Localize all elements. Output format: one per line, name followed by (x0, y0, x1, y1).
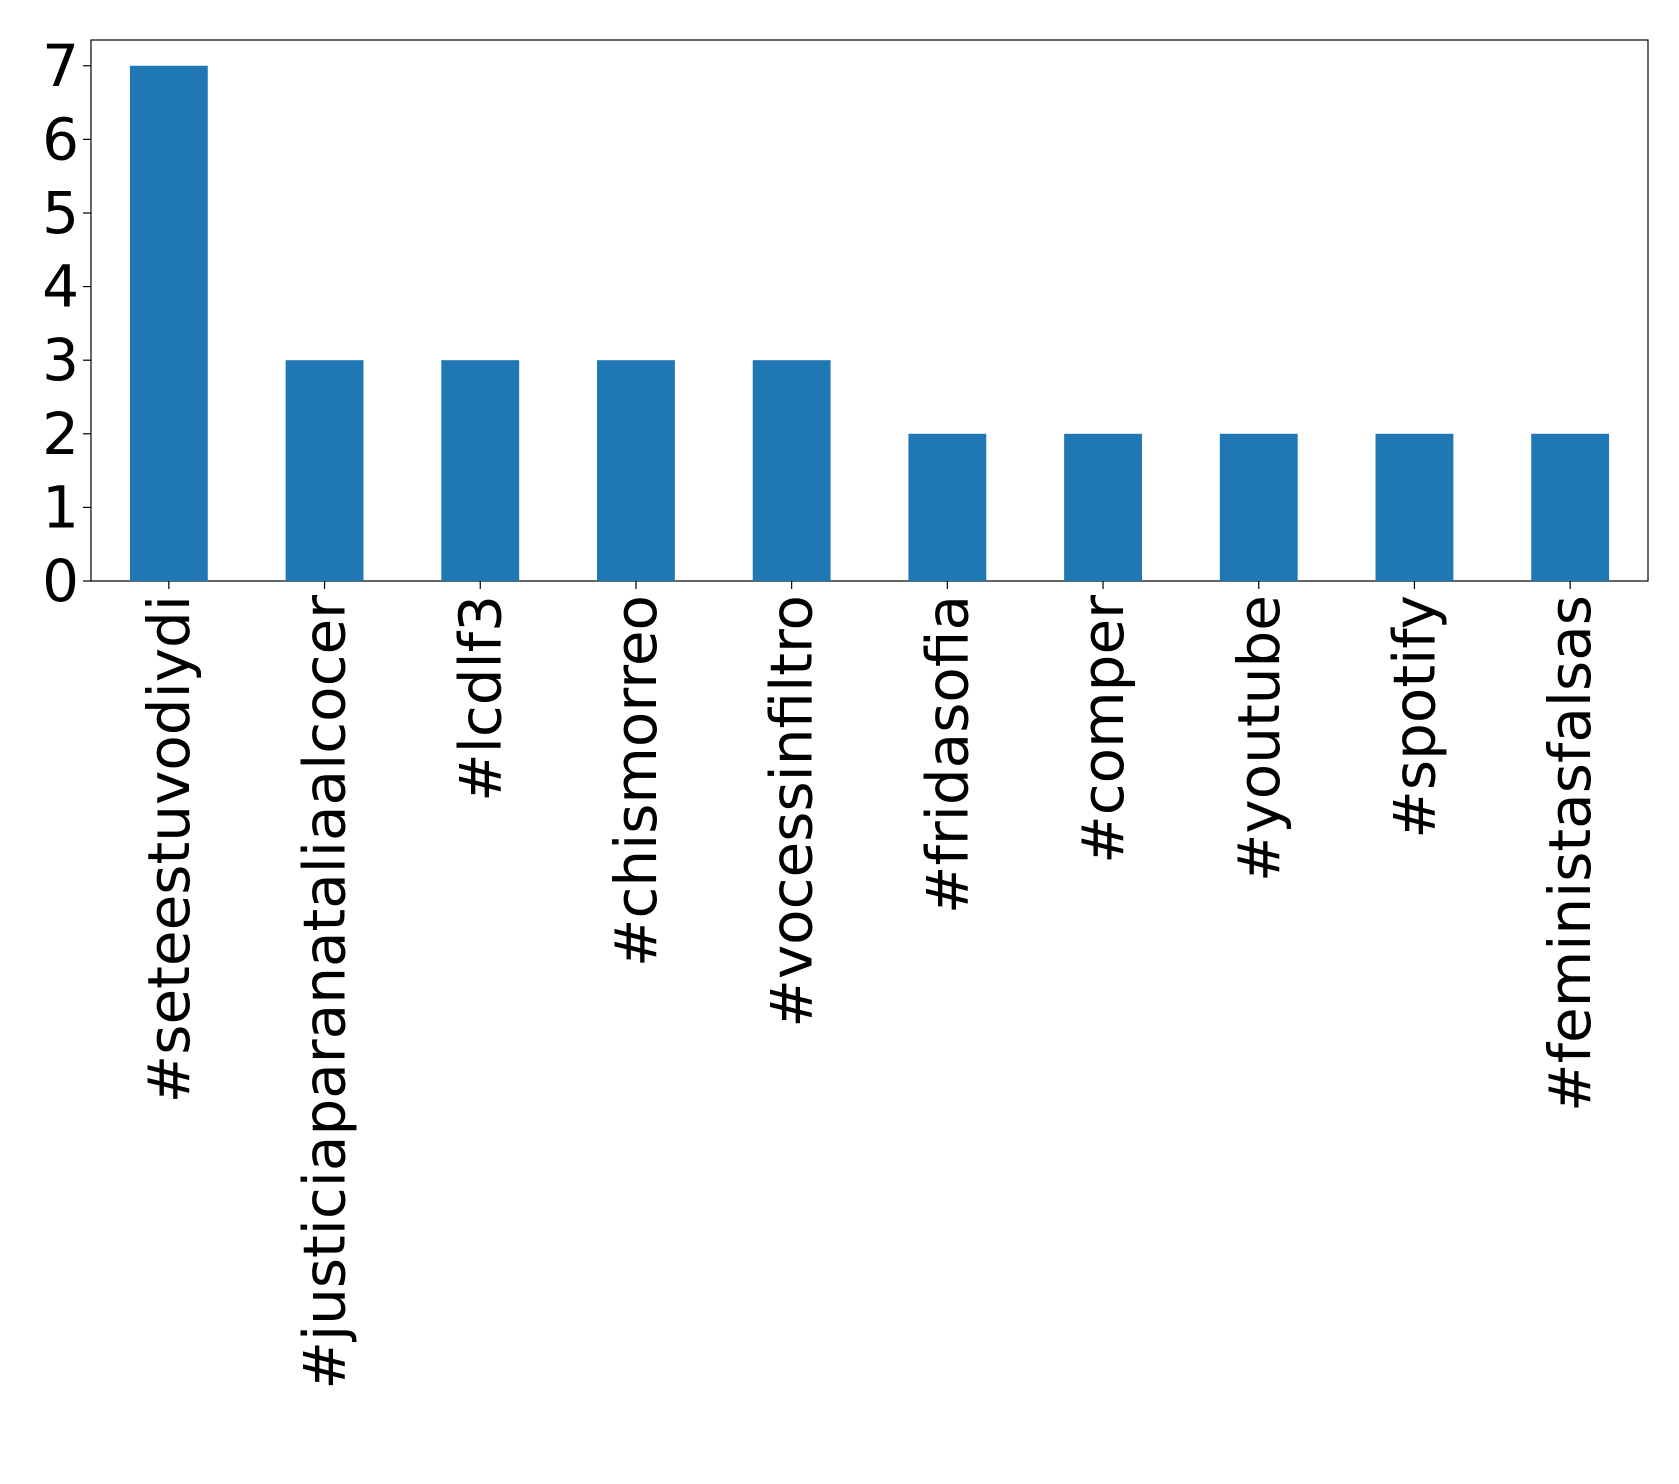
x-tick-label: #seteestuvodiydi (135, 595, 203, 1103)
x-tick-label: #vocessinfiltro (758, 595, 826, 1028)
plot-frame (90, 39, 1649, 582)
bar (1375, 433, 1454, 581)
y-tick-label: 1 (42, 473, 79, 541)
bar (1064, 433, 1142, 581)
y-tick-label: 7 (42, 32, 79, 100)
y-tick-label: 0 (42, 547, 79, 615)
y-tick-label: 2 (42, 400, 79, 468)
x-tick-label: #fridasofia (913, 595, 981, 914)
bar (441, 360, 520, 581)
y-tick-label: 3 (42, 326, 79, 394)
y-tick-label: 4 (42, 253, 79, 321)
y-tick-label: 5 (42, 179, 79, 247)
x-tick-label: #justiciaparanataliaalcocer (291, 595, 359, 1390)
x-tick-label: #feministasfalsas (1536, 595, 1604, 1112)
bar (129, 65, 208, 581)
bar (752, 360, 831, 581)
bar (597, 360, 675, 581)
bar (908, 433, 987, 581)
x-tick-label: #chismorreo (602, 595, 670, 967)
y-tick-label: 6 (42, 105, 79, 173)
bar (285, 360, 364, 581)
x-tick-label: #comper (1069, 595, 1137, 864)
x-tick-label: #youtube (1225, 595, 1293, 882)
x-tick-label: #lcdlf3 (446, 595, 514, 802)
x-tick-label: #spotify (1380, 595, 1448, 839)
bar (1219, 433, 1298, 581)
bar (1531, 433, 1610, 581)
